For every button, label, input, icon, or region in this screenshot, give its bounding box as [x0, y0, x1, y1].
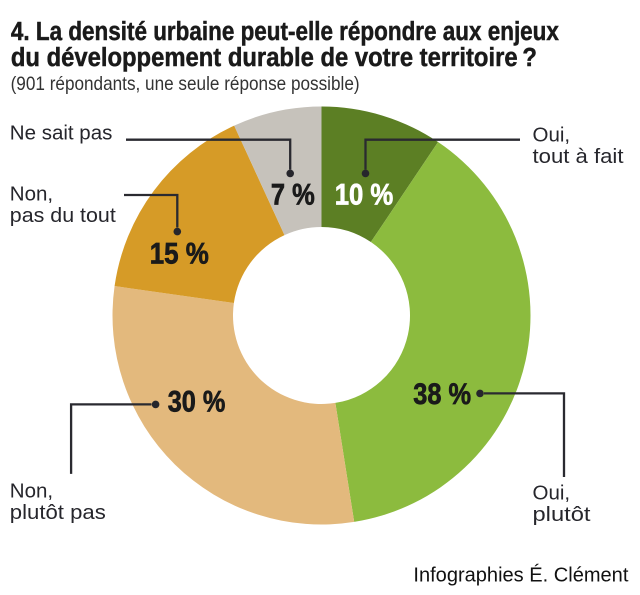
- svg-text:Ne sait pas: Ne sait pas: [10, 121, 113, 144]
- svg-text:10 %: 10 %: [335, 179, 394, 212]
- svg-text:plutôt pas: plutôt pas: [10, 501, 106, 524]
- svg-text:15 %: 15 %: [150, 237, 209, 270]
- svg-text:Oui,: Oui,: [533, 123, 571, 146]
- svg-text:(901 répondants, une seule rép: (901 répondants, une seule réponse possi…: [11, 73, 360, 95]
- svg-text:Infographies É. Clément: Infographies É. Clément: [413, 563, 628, 586]
- svg-text:pas du tout: pas du tout: [10, 204, 116, 227]
- svg-text:Non,: Non,: [10, 479, 53, 502]
- svg-text:Oui,: Oui,: [533, 482, 571, 505]
- svg-text:plutôt: plutôt: [533, 503, 591, 526]
- svg-text:4. La densité urbaine peut-ell: 4. La densité urbaine peut-elle répondre…: [11, 16, 559, 46]
- svg-text:tout à fait: tout à fait: [533, 145, 624, 168]
- svg-text:30 %: 30 %: [168, 386, 226, 419]
- svg-text:Non,: Non,: [10, 183, 53, 206]
- svg-text:7 %: 7 %: [271, 179, 315, 212]
- svg-text:38 %: 38 %: [413, 378, 471, 411]
- svg-text:du développement durable de vo: du développement durable de votre territ…: [11, 42, 537, 72]
